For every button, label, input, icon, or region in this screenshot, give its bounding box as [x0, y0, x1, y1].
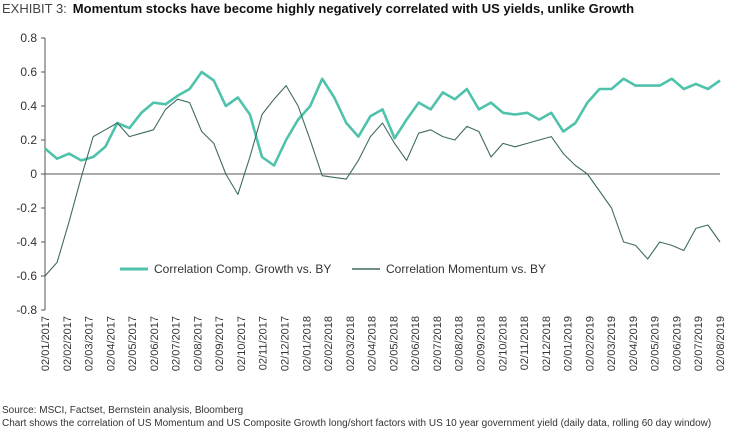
x-tick-label: 02/12/2018 — [541, 316, 553, 371]
x-tick-label: 02/02/2019 — [584, 316, 596, 371]
x-tick-label: 02/11/2018 — [519, 316, 531, 370]
x-tick-label: 02/06/2019 — [671, 316, 683, 371]
y-tick-label: 0.2 — [20, 133, 37, 147]
y-tick-label: -0.4 — [16, 235, 37, 249]
x-tick-label: 02/10/2017 — [236, 316, 248, 371]
x-tick-label: 02/07/2019 — [693, 316, 705, 371]
x-tick-label: 02/04/2019 — [628, 316, 640, 371]
x-tick-label: 02/12/2017 — [280, 316, 292, 371]
x-tick-label: 02/04/2018 — [367, 316, 379, 371]
x-tick-label: 02/01/2017 — [40, 316, 52, 371]
source-note: Source: MSCI, Factset, Bernstein analysi… — [2, 405, 244, 416]
x-tick-label: 02/08/2019 — [715, 316, 727, 371]
x-tick-label: 02/02/2017 — [62, 316, 74, 371]
x-tick-label: 02/06/2017 — [149, 316, 161, 371]
x-tick-label: 02/04/2017 — [105, 316, 117, 371]
x-tick-label: 02/05/2019 — [650, 316, 662, 371]
series-group — [44, 70, 721, 277]
y-tick-label: 0.4 — [20, 99, 37, 113]
x-tick-label: 02/11/2017 — [258, 316, 270, 370]
x-tick-label: 02/09/2018 — [475, 316, 487, 371]
x-tick-label: 02/01/2018 — [301, 316, 313, 371]
exhibit-title: Momentum stocks have become highly negat… — [72, 1, 635, 16]
x-tick-label: 02/02/2018 — [323, 316, 335, 371]
x-tick-label: 02/06/2018 — [410, 316, 422, 371]
x-tick-label: 02/03/2018 — [345, 316, 357, 371]
legend: Correlation Comp. Growth vs. BY Correlati… — [120, 262, 546, 276]
y-tick-label: -0.2 — [16, 201, 37, 215]
x-tick-label: 02/07/2017 — [171, 316, 183, 371]
series-line-growth — [44, 70, 721, 167]
legend-label: Correlation Comp. Growth vs. BY — [154, 262, 331, 276]
y-tick-label: 0.6 — [20, 65, 37, 79]
x-tick-label: 02/03/2019 — [606, 316, 618, 371]
x-tick-label: 02/05/2018 — [388, 316, 400, 371]
y-tick-label: 0 — [30, 167, 37, 181]
x-tick-label: 02/10/2018 — [497, 316, 509, 371]
chart-footnote: Chart shows the correlation of US Moment… — [2, 418, 712, 429]
series-line-momentum — [44, 85, 721, 277]
x-tick-label: 02/01/2019 — [563, 316, 575, 371]
x-tick-label: 02/09/2017 — [214, 316, 226, 371]
x-axis-ticks: 02/01/2017 02/02/2017 02/03/2017 02/04/2017… — [40, 316, 727, 371]
x-tick-label: 02/05/2017 — [127, 316, 139, 371]
y-tick-label: 0.8 — [20, 31, 37, 45]
x-tick-label: 02/07/2018 — [432, 316, 444, 371]
legend-label: Correlation Momentum vs. BY — [386, 262, 546, 276]
x-tick-label: 02/08/2017 — [192, 316, 204, 371]
y-axis-ticks: 0.8 0.6 0.4 0.2 0 -0.2 -0.4 -0.6 -0.8 — [16, 31, 45, 317]
y-tick-label: -0.8 — [16, 303, 37, 317]
exhibit-label: EXHIBIT 3: — [2, 1, 67, 16]
chart-title: EXHIBIT 3: Momentum stocks have become hi… — [2, 1, 634, 16]
x-tick-label: 02/08/2018 — [454, 316, 466, 371]
x-tick-label: 02/03/2017 — [84, 316, 96, 371]
y-tick-label: -0.6 — [16, 269, 37, 283]
